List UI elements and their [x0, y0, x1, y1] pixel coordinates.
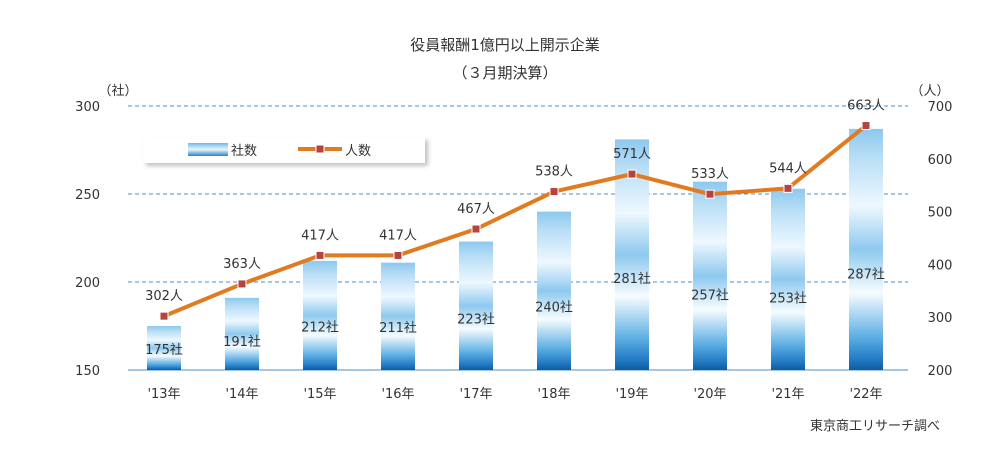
x-tick-label: '19年 [615, 387, 648, 402]
bar-value-label: 223社 [457, 312, 495, 328]
x-tick-label: '16年 [381, 387, 414, 402]
line-point [315, 250, 325, 260]
line-value-label: 417人 [301, 228, 339, 243]
legend: 社数 人数 [143, 137, 425, 163]
bar [225, 297, 259, 370]
line-point [549, 187, 559, 197]
x-tick-label: '17年 [459, 387, 492, 402]
bar-value-label: 287社 [847, 267, 885, 283]
bar-value-label: 211社 [379, 320, 417, 336]
right-tick-label: 400 [928, 258, 953, 273]
x-tick-label: '20年 [693, 387, 726, 402]
line-point [627, 169, 637, 179]
left-axis-unit: （社） [98, 83, 137, 99]
line-value-label: 533人 [691, 167, 729, 182]
line-point [705, 189, 715, 199]
series-line [163, 123, 868, 318]
line-value-label: 363人 [223, 257, 261, 272]
bar [381, 262, 415, 370]
legend-line-label: 人数 [345, 144, 371, 159]
legend-line-marker [315, 144, 325, 154]
line-point [393, 250, 403, 260]
line-series [159, 121, 871, 321]
line-value-label: 663人 [847, 99, 885, 114]
left-tick-label: 150 [75, 364, 100, 379]
bar-value-label: 281社 [613, 271, 651, 287]
line-value-label: 538人 [535, 165, 573, 180]
bar-value-label: 191社 [223, 334, 261, 350]
bars [147, 128, 883, 370]
bar [849, 128, 883, 370]
bar-value-label: 212社 [301, 319, 339, 335]
line-value-label: 302人 [145, 289, 183, 304]
line-point [783, 183, 793, 193]
bar-value-label: 253社 [769, 290, 807, 306]
x-tick-label: '22年 [849, 387, 882, 402]
line-point [159, 311, 169, 321]
legend-bar-label: 社数 [231, 143, 257, 159]
line-value-label: 417人 [379, 228, 417, 243]
x-tick-label: '14年 [225, 387, 258, 402]
x-axis-ticks: '13年 '14年 '15年 '16年 '17年 '18年 '19年 '20年 '21年 '22年 [147, 387, 882, 402]
line-point [861, 121, 871, 131]
bar-value-label: 257社 [691, 288, 729, 304]
bar [537, 211, 571, 370]
x-tick-label: '13年 [147, 387, 180, 402]
right-tick-label: 200 [928, 364, 953, 379]
right-axis-ticks: 200 300 400 500 600 700 [928, 100, 953, 379]
legend-box [143, 137, 425, 163]
left-tick-label: 200 [75, 276, 100, 291]
chart-title: 役員報酬1億円以上開示企業 [410, 36, 600, 54]
bar [459, 241, 493, 370]
right-tick-label: 600 [928, 153, 953, 168]
right-tick-label: 500 [928, 206, 953, 221]
bar-labels: 175社 191社 212社 211社 223社 240社 281社 257社 253社 287社 [145, 267, 885, 358]
x-tick-label: '18年 [537, 387, 570, 402]
source-note: 東京商工リサーチ調べ [810, 418, 940, 434]
bar [771, 188, 805, 370]
bar-value-label: 240社 [535, 300, 573, 316]
right-tick-label: 700 [928, 100, 953, 115]
bar [693, 181, 727, 370]
line-value-label: 544人 [769, 161, 807, 176]
line-value-label: 571人 [613, 147, 651, 162]
line-value-label: 467人 [457, 202, 495, 217]
line-point [471, 224, 481, 234]
line-labels: 302人 363人 417人 417人 467人 538人 571人 533人 544人 663人 [145, 99, 885, 305]
bar [303, 260, 337, 370]
x-tick-label: '21年 [771, 387, 804, 402]
left-axis-ticks: 150 200 250 300 [75, 100, 100, 379]
chart-subtitle: （３月期決算） [452, 64, 557, 82]
right-tick-label: 300 [928, 311, 953, 326]
right-axis-unit: （人） [910, 84, 949, 99]
left-tick-label: 250 [75, 188, 100, 203]
bar [147, 326, 181, 370]
line-point [237, 279, 247, 289]
x-tick-label: '15年 [303, 387, 336, 402]
legend-bar-swatch [188, 143, 228, 156]
left-tick-label: 300 [75, 100, 100, 115]
bar-value-label: 175社 [145, 342, 183, 358]
